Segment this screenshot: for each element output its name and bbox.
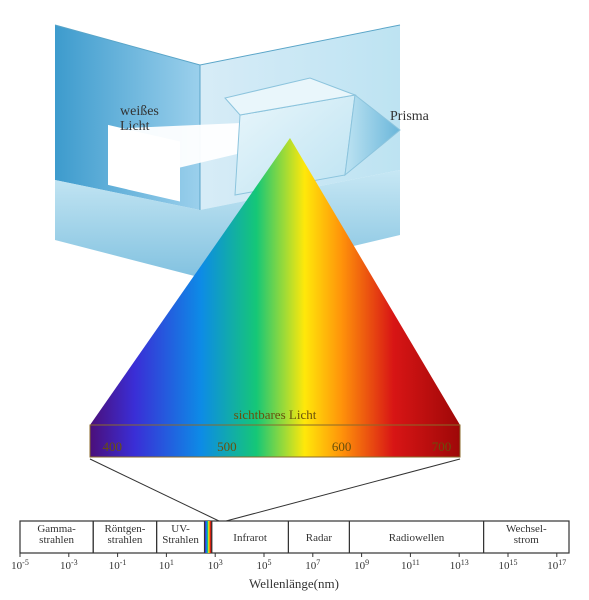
em-tick: 1017 (547, 558, 566, 573)
em-tick: 10-3 (60, 558, 78, 573)
em-band-label: Gamma-strahlen (37, 523, 76, 546)
em-tick: 101 (159, 558, 174, 573)
visible-tick: 700 (432, 439, 452, 454)
em-band-label: Röntgen-strahlen (104, 523, 145, 546)
scale-connector-lines (90, 459, 460, 521)
em-tick: 1013 (450, 558, 469, 573)
em-band-label: Radar (306, 532, 333, 544)
em-band-label: Radiowellen (389, 532, 445, 544)
em-tick: 105 (257, 558, 272, 573)
em-tick: 107 (305, 558, 320, 573)
visible-tick: 400 (102, 439, 122, 454)
visible-tick: 500 (217, 439, 237, 454)
em-tick: 109 (354, 558, 369, 573)
em-tick: 1015 (499, 558, 518, 573)
em-tick: 10-5 (11, 558, 29, 573)
em-tick: 10-1 (109, 558, 127, 573)
axis-title: Wellenlänge(nm) (249, 576, 339, 591)
visible-light-label: sichtbares Licht (234, 407, 317, 422)
em-band-label: Infrarot (233, 532, 267, 544)
em-tick: 103 (208, 558, 223, 573)
prism-label: Prisma (390, 109, 430, 124)
em-tick: 1011 (401, 558, 420, 573)
em-spectrum-scale: Gamma-strahlenRöntgen-strahlenUV-Strahle… (11, 521, 569, 572)
visible-tick: 600 (332, 439, 352, 454)
